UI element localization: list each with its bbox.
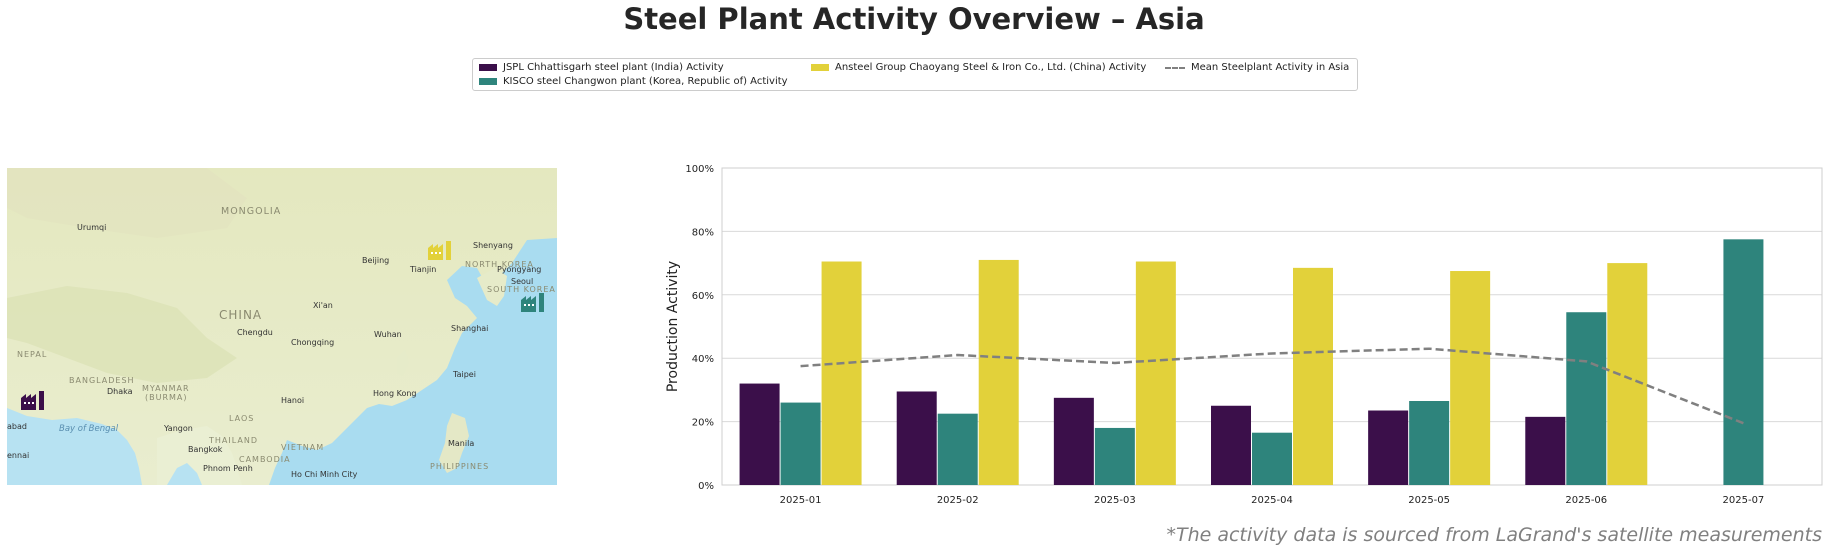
map-sea-bay-of-bengal: Bay of Bengal [59, 424, 119, 434]
map-background [7, 168, 557, 485]
legend-item-ansteel: Ansteel Group Chaoyang Steel & Iron Co.,… [811, 62, 1146, 73]
map-country-north-korea: NORTH KOREA [465, 260, 534, 269]
bar-ansteel-2025-06 [1607, 263, 1648, 485]
bar-jspl-2025-03 [1053, 397, 1094, 485]
map-city-chongqing: Chongqing [291, 338, 335, 347]
y-tick-label: 60% [692, 291, 714, 302]
activity-bar-chart: 0% 20% 40% 60% 80% 100% Production Activity 202… [665, 164, 1823, 506]
map-country-burma: (BURMA) [145, 393, 188, 402]
map-country-cambodia: CAMBODIA [239, 455, 291, 464]
legend-label-mean: Mean Steelplant Activity in Asia [1191, 62, 1350, 73]
map-city-xian: Xi'an [313, 301, 333, 310]
factory-icon-india [21, 391, 44, 410]
map-country-nepal: NEPAL [17, 350, 48, 359]
map-city-edge-abad: abad [7, 422, 27, 431]
mean-activity-line [800, 347, 1744, 425]
map-city-phnom-penh: Phnom Penh [203, 464, 253, 473]
legend-swatch-jspl [479, 64, 497, 71]
y-tick-label: 100% [685, 164, 714, 175]
bar-ansteel-2025-01 [821, 261, 862, 485]
map-city-beijing: Beijing [362, 256, 390, 265]
y-tick-label: 40% [692, 354, 714, 365]
legend-line-mean [1165, 66, 1185, 69]
map-country-vietnam: VIETNAM [281, 443, 325, 452]
map-city-taipei: Taipei [453, 370, 476, 379]
factory-icon-korea [521, 293, 544, 312]
bar-ansteel-2025-04 [1293, 267, 1333, 485]
y-tick-label: 80% [692, 227, 714, 238]
x-tick-label: 2025-05 [1408, 495, 1450, 506]
map-city-bangkok: Bangkok [188, 445, 223, 454]
x-tick-label: 2025-02 [937, 495, 979, 506]
bar-kisco-2025-03 [1094, 427, 1135, 485]
x-tick-label: 2025-01 [780, 495, 822, 506]
legend-label-jspl: JSPL Chhattisgarh steel plant (India) Ac… [503, 62, 724, 73]
map-country-bangladesh: BANGLADESH [69, 376, 135, 385]
bar-jspl-2025-02 [896, 391, 937, 485]
bar-kisco-2025-07 [1723, 239, 1764, 485]
map-city-edge-ennai: ennai [7, 451, 30, 460]
map-country-philippines: PHILIPPINES [430, 462, 490, 471]
map-city-hanoi: Hanoi [281, 396, 305, 405]
map-country-laos: LAOS [229, 414, 255, 423]
bar-jspl-2025-01 [739, 383, 780, 485]
legend-item-mean: Mean Steelplant Activity in Asia [1165, 62, 1349, 73]
legend-item-jspl: JSPL Chhattisgarh steel plant (India) Ac… [479, 62, 724, 73]
map-city-yangon: Yangon [164, 424, 193, 433]
map-country-mongolia: MONGOLIA [221, 206, 282, 217]
x-tick-label: 2025-03 [1094, 495, 1136, 506]
map-city-chengdu: Chengdu [237, 328, 273, 337]
legend-label-kisco: KISCO steel Changwon plant (Korea, Repub… [503, 76, 788, 87]
data-source-footnote: *The activity data is sourced from LaGra… [1166, 524, 1822, 546]
legend-item-kisco: KISCO steel Changwon plant (Korea, Repub… [479, 76, 788, 87]
bar-kisco-2025-01 [780, 402, 821, 485]
y-tick-label: 20% [692, 418, 714, 429]
bar-kisco-2025-04 [1252, 432, 1292, 485]
map-city-pyongyang: Pyongyang [497, 265, 542, 274]
factory-icon-china [428, 241, 451, 260]
chart-legend: JSPL Chhattisgarh steel plant (India) Ac… [472, 58, 1358, 91]
legend-swatch-kisco [479, 78, 497, 85]
map-city-seoul: Seoul [511, 277, 534, 286]
bar-jspl-2025-05 [1368, 410, 1409, 485]
map-city-shanghai: Shanghai [451, 324, 489, 333]
map-city-hong-kong: Hong Kong [373, 389, 417, 398]
map-city-shenyang: Shenyang [473, 241, 513, 250]
map-city-dhaka: Dhaka [107, 387, 133, 396]
bar-kisco-2025-05 [1409, 400, 1450, 485]
map-city-urumqi: Urumqi [77, 223, 107, 232]
bar-kisco-2025-02 [937, 413, 978, 485]
map-city-tianjin: Tianjin [410, 265, 437, 274]
bar-ansteel-2025-02 [978, 259, 1019, 485]
bar-jspl-2025-04 [1211, 405, 1251, 485]
map-city-manila: Manila [448, 439, 475, 448]
map-country-south-korea: SOUTH KOREA [487, 285, 556, 294]
asia-map: MONGOLIA CHINA NORTH KOREA SOUTH KOREA N… [7, 168, 557, 485]
x-tick-label: 2025-06 [1565, 495, 1607, 506]
bar-kisco-2025-06 [1566, 312, 1607, 485]
map-country-thailand: THAILAND [209, 436, 258, 445]
map-country-china: CHINA [219, 308, 263, 322]
bar-ansteel-2025-05 [1450, 271, 1491, 485]
bar-jspl-2025-06 [1525, 416, 1566, 485]
map-city-ho-chi-minh: Ho Chi Minh City [291, 470, 358, 479]
bar-ansteel-2025-03 [1135, 261, 1176, 485]
legend-swatch-ansteel [811, 64, 829, 71]
page-title: Steel Plant Activity Overview – Asia [623, 2, 1205, 36]
y-axis-label: Production Activity [665, 261, 681, 392]
y-tick-label: 0% [698, 481, 714, 492]
x-tick-label: 2025-04 [1251, 495, 1293, 506]
map-city-wuhan: Wuhan [374, 330, 402, 339]
map-country-myanmar: MYANMAR [142, 384, 190, 393]
legend-label-ansteel: Ansteel Group Chaoyang Steel & Iron Co.,… [835, 62, 1147, 73]
x-tick-label: 2025-07 [1723, 495, 1765, 506]
